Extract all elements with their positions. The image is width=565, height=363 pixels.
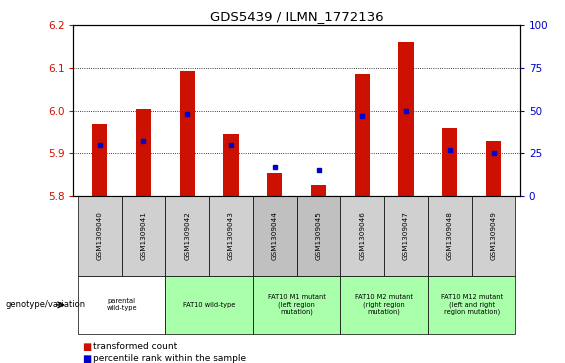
Bar: [92, 123, 107, 196]
Text: GSM1309048: GSM1309048: [447, 212, 453, 260]
Bar: [78, 276, 166, 334]
Text: FAT10 wild-type: FAT10 wild-type: [183, 302, 235, 308]
Bar: [486, 140, 501, 196]
Text: genotype/variation: genotype/variation: [6, 301, 86, 309]
Text: GSM1309049: GSM1309049: [490, 212, 497, 260]
Bar: [428, 196, 472, 276]
Bar: [340, 196, 384, 276]
Text: GSM1309042: GSM1309042: [184, 212, 190, 260]
Text: parental
wild-type: parental wild-type: [106, 298, 137, 311]
Bar: [180, 71, 195, 196]
Bar: [442, 128, 458, 196]
Text: ■: ■: [82, 342, 91, 352]
Bar: [166, 276, 253, 334]
Bar: [209, 196, 253, 276]
Text: GSM1309041: GSM1309041: [141, 212, 146, 260]
Bar: [311, 185, 326, 196]
Text: FAT10 M1 mutant
(left region
mutation): FAT10 M1 mutant (left region mutation): [268, 294, 325, 315]
Bar: [166, 196, 209, 276]
Text: GSM1309043: GSM1309043: [228, 212, 234, 260]
Text: transformed count: transformed count: [93, 342, 177, 351]
Bar: [253, 276, 340, 334]
Text: GSM1309040: GSM1309040: [97, 212, 103, 260]
Bar: [398, 42, 414, 196]
Text: GSM1309044: GSM1309044: [272, 212, 278, 260]
Bar: [253, 196, 297, 276]
Title: GDS5439 / ILMN_1772136: GDS5439 / ILMN_1772136: [210, 10, 384, 23]
Text: percentile rank within the sample: percentile rank within the sample: [93, 354, 246, 363]
Text: GSM1309047: GSM1309047: [403, 212, 409, 260]
Bar: [297, 196, 340, 276]
Bar: [355, 74, 370, 196]
Bar: [223, 134, 238, 196]
Bar: [384, 196, 428, 276]
Text: ■: ■: [82, 354, 91, 363]
Text: GSM1309045: GSM1309045: [315, 212, 321, 260]
Bar: [340, 276, 428, 334]
Text: FAT10 M2 mutant
(right region
mutation): FAT10 M2 mutant (right region mutation): [355, 294, 413, 315]
Text: FAT10 M12 mutant
(left and right
region mutation): FAT10 M12 mutant (left and right region …: [441, 294, 503, 315]
Bar: [78, 196, 121, 276]
Bar: [472, 196, 515, 276]
Bar: [121, 196, 166, 276]
Text: GSM1309046: GSM1309046: [359, 212, 365, 260]
Bar: [267, 172, 282, 196]
Bar: [136, 109, 151, 196]
Bar: [428, 276, 515, 334]
